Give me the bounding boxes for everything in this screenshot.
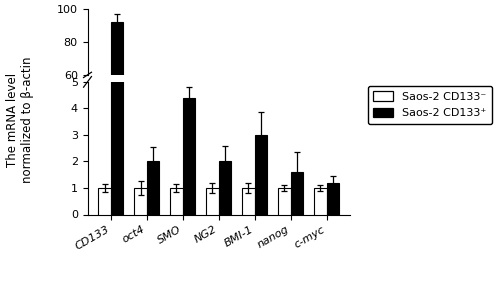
Bar (326, 172, 339, 174)
Bar (111, 0, 124, 214)
Bar (314, 173, 326, 174)
Bar (278, 188, 290, 214)
Bar (206, 173, 219, 174)
Bar (290, 172, 304, 174)
Bar (326, 183, 339, 214)
Bar (170, 173, 183, 174)
Bar (314, 188, 326, 214)
Text: The mRNA level
normalized to β-actin: The mRNA level normalized to β-actin (6, 57, 34, 183)
Bar (183, 167, 196, 174)
Bar (147, 171, 160, 174)
Bar (290, 172, 304, 214)
Bar (242, 173, 254, 174)
Bar (134, 188, 147, 214)
Bar (147, 161, 160, 214)
Bar (278, 173, 290, 174)
Bar (219, 171, 232, 174)
Bar (219, 161, 232, 214)
Bar (183, 98, 196, 214)
Bar (170, 188, 183, 214)
Bar (242, 188, 254, 214)
Bar (111, 22, 124, 174)
Bar (206, 188, 219, 214)
Legend: Saos-2 CD133⁻, Saos-2 CD133⁺: Saos-2 CD133⁻, Saos-2 CD133⁺ (368, 86, 492, 124)
Bar (98, 188, 111, 214)
Bar (98, 173, 111, 174)
Bar (254, 169, 268, 174)
Bar (254, 135, 268, 214)
Bar (134, 173, 147, 174)
